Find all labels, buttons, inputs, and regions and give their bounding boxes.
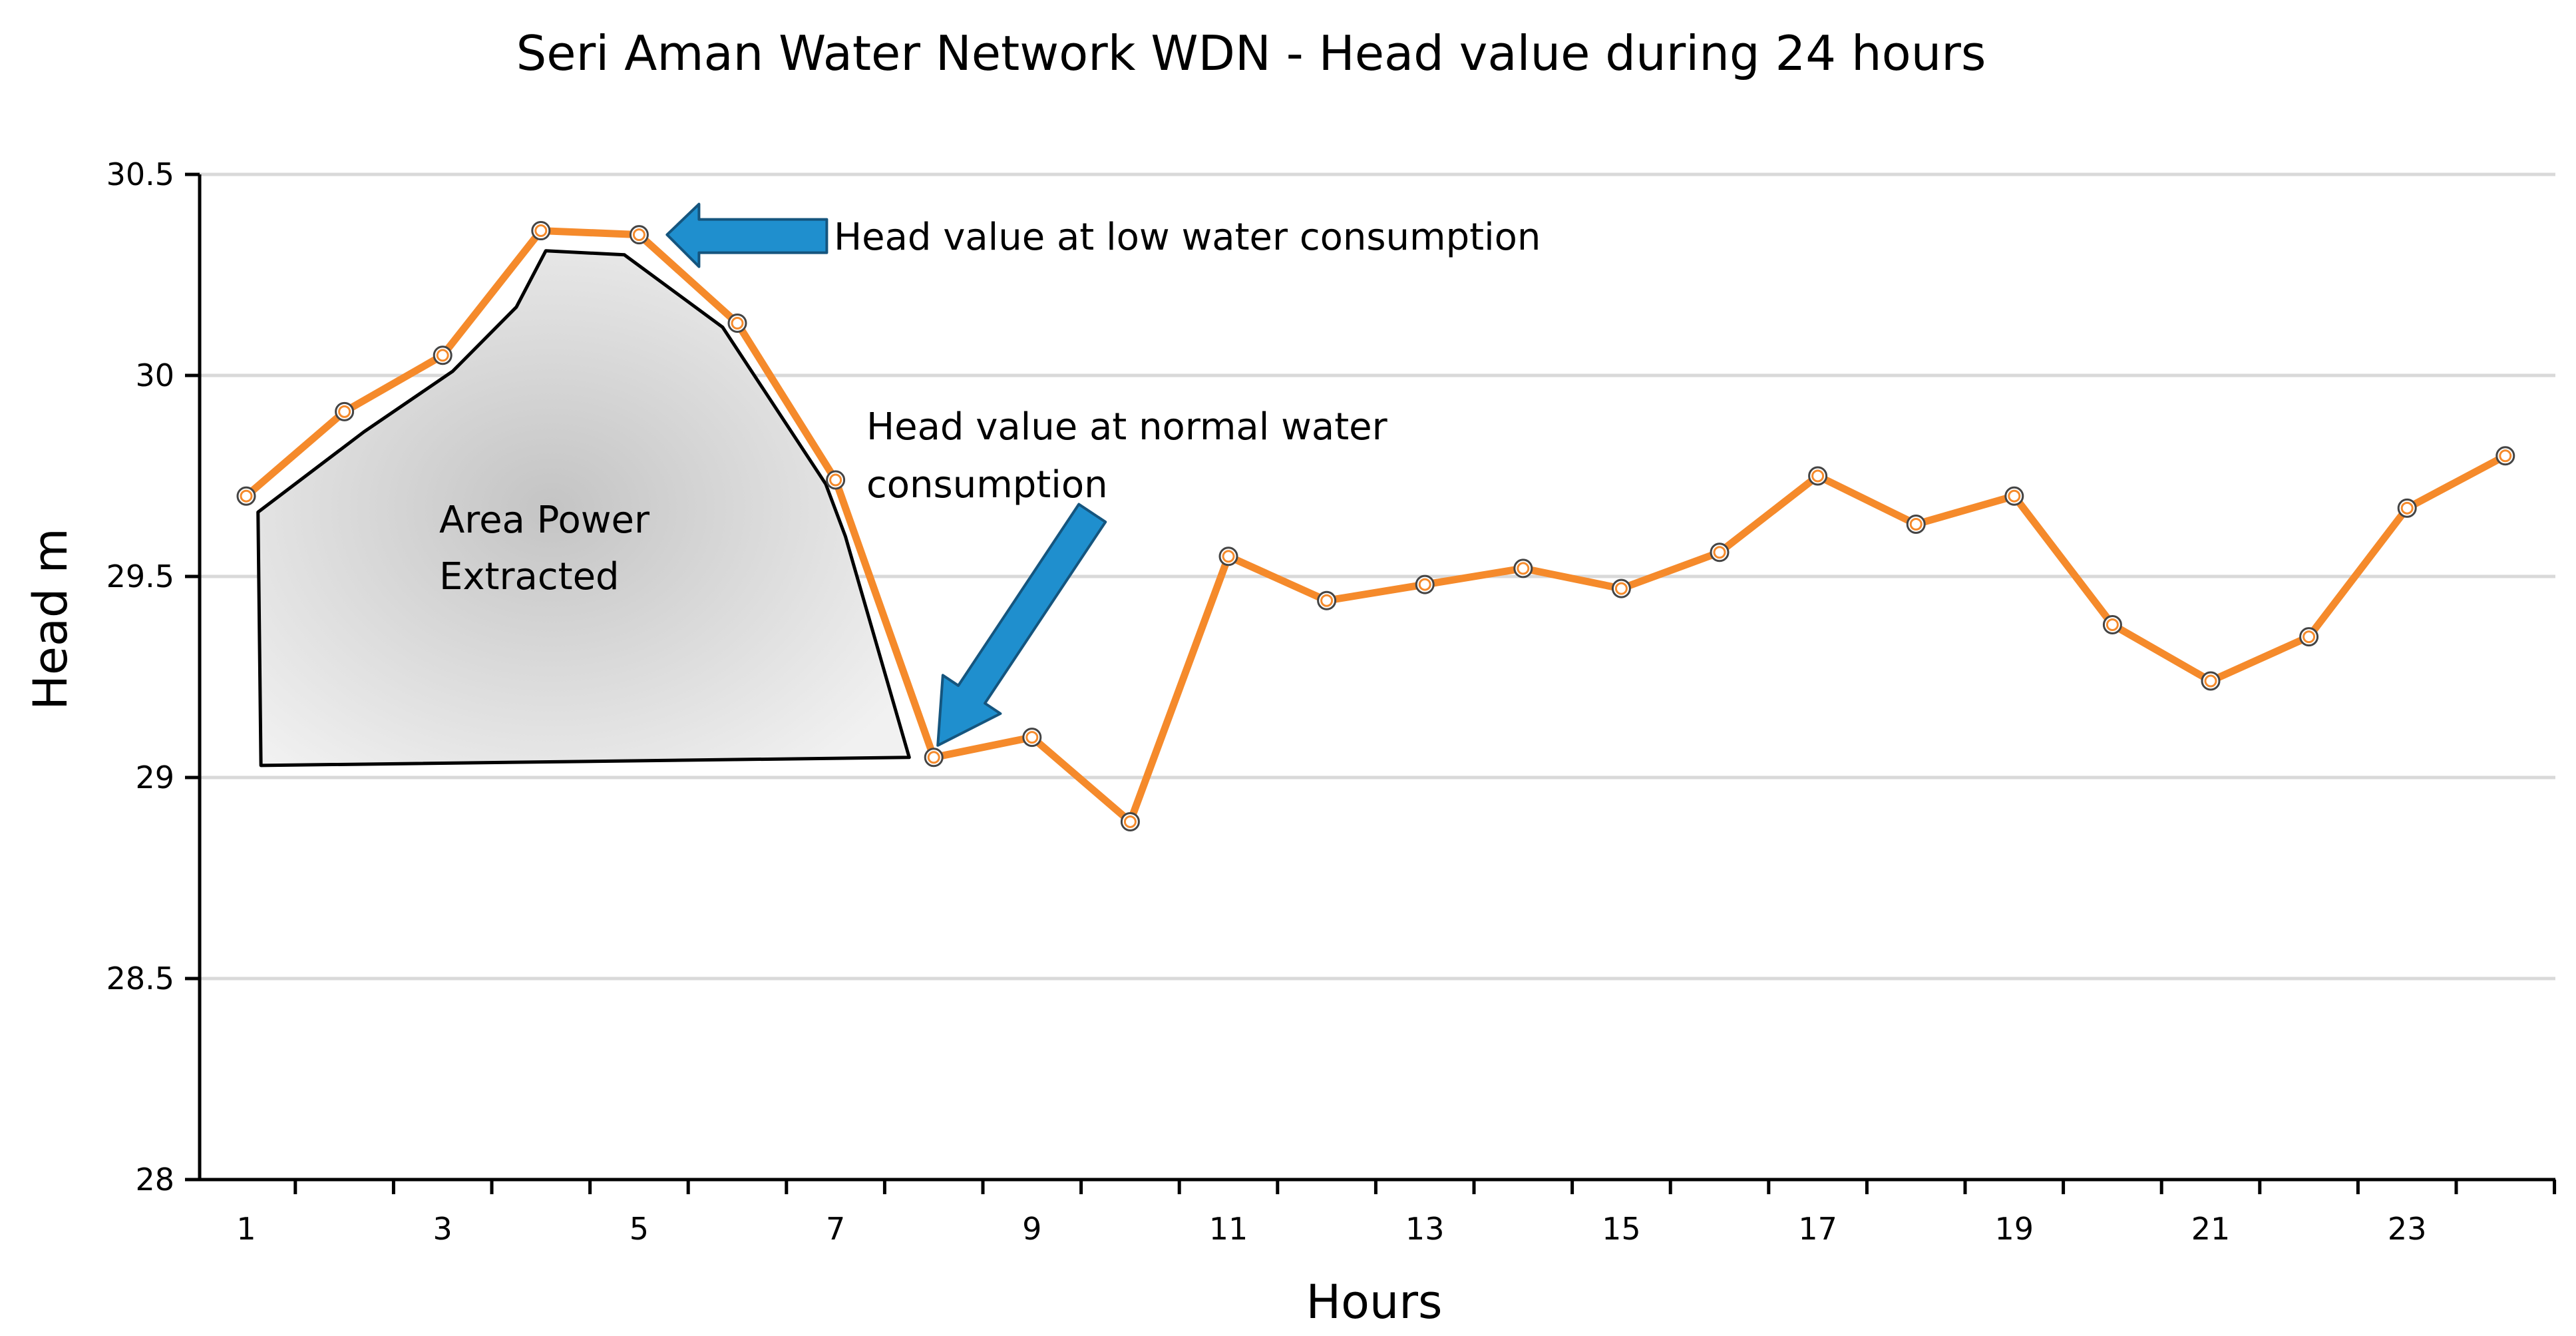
area-power-label-line-1: Area Power	[439, 499, 650, 542]
y-tick-label: 29.5	[106, 558, 174, 594]
x-tick-label: 23	[2388, 1211, 2427, 1247]
chart-title: Seri Aman Water Network WDN - Head value…	[516, 25, 1986, 81]
x-tick-label: 9	[1022, 1211, 1041, 1247]
data-point-ring	[2106, 618, 2119, 631]
area-power-extracted-shape	[256, 249, 911, 768]
data-point-ring	[2204, 674, 2217, 688]
data-point-ring	[1811, 469, 1825, 483]
data-point-ring	[534, 224, 548, 238]
data-point-ring	[338, 405, 351, 418]
data-point-ring	[1909, 517, 1923, 531]
data-point-ring	[2499, 449, 2512, 463]
data-point-ring	[1222, 550, 1235, 563]
normal-consumption-label-line-2: consumption	[866, 463, 1108, 507]
head-series-points	[236, 221, 2515, 831]
normal-consumption-label: Head value at normal water consumption	[866, 405, 1399, 507]
data-point-ring	[1025, 731, 1039, 744]
x-tick-label: 7	[826, 1211, 845, 1247]
annotations: Head value at low water consumption Head…	[665, 202, 1541, 747]
head-series-line	[242, 227, 2509, 825]
low-consumption-arrow	[665, 202, 828, 268]
x-tick-label: 1	[236, 1211, 256, 1247]
x-tick-label: 19	[1995, 1211, 2034, 1247]
data-point-ring	[1614, 582, 1628, 595]
data-point-ring	[240, 489, 253, 503]
x-ticks: 1 3 5 7 9 11 13 15 17 19 21 23	[236, 1180, 2557, 1247]
y-tick-label: 28.5	[106, 961, 174, 997]
y-tick-label: 30	[135, 357, 174, 393]
data-point-ring	[1123, 815, 1137, 828]
head-series	[236, 221, 2515, 831]
data-point-ring	[1713, 546, 1726, 559]
y-tick-label: 29	[135, 760, 174, 795]
data-point-ring	[1517, 562, 1530, 575]
x-tick-label: 17	[1798, 1211, 1837, 1247]
data-point-ring	[2302, 630, 2316, 644]
low-consumption-label: Head value at low water consumption	[834, 216, 1541, 259]
y-tick-label: 28	[135, 1162, 174, 1198]
y-tick-label: 30.5	[106, 156, 174, 192]
area-power-label: Area Power Extracted	[439, 499, 661, 598]
x-tick-label: 5	[630, 1211, 649, 1247]
normal-consumption-label-line-1: Head value at normal water	[866, 405, 1388, 449]
y-ticks: 28 28.5 29 29.5 30 30.5	[106, 156, 200, 1198]
x-tick-label: 13	[1405, 1211, 1445, 1247]
data-point-ring	[2008, 489, 2021, 503]
data-point-ring	[1320, 594, 1334, 607]
x-tick-label: 11	[1209, 1211, 1248, 1247]
normal-consumption-arrow	[936, 503, 1107, 747]
area-power-label-line-2: Extracted	[439, 555, 620, 598]
x-axis-title: Hours	[1306, 1275, 1442, 1329]
x-tick-label: 15	[1602, 1211, 1641, 1247]
data-point-ring	[927, 751, 940, 764]
data-point-ring	[2400, 501, 2414, 515]
x-tick-label: 3	[433, 1211, 453, 1247]
x-tick-label: 21	[2191, 1211, 2231, 1247]
data-point-ring	[632, 228, 645, 242]
data-point-ring	[1418, 578, 1431, 591]
y-axis-title: Head m	[23, 528, 78, 710]
data-point-ring	[829, 473, 842, 487]
data-point-ring	[436, 349, 449, 362]
data-point-ring	[731, 316, 744, 330]
area-power-region: Area Power Extracted	[256, 249, 911, 768]
